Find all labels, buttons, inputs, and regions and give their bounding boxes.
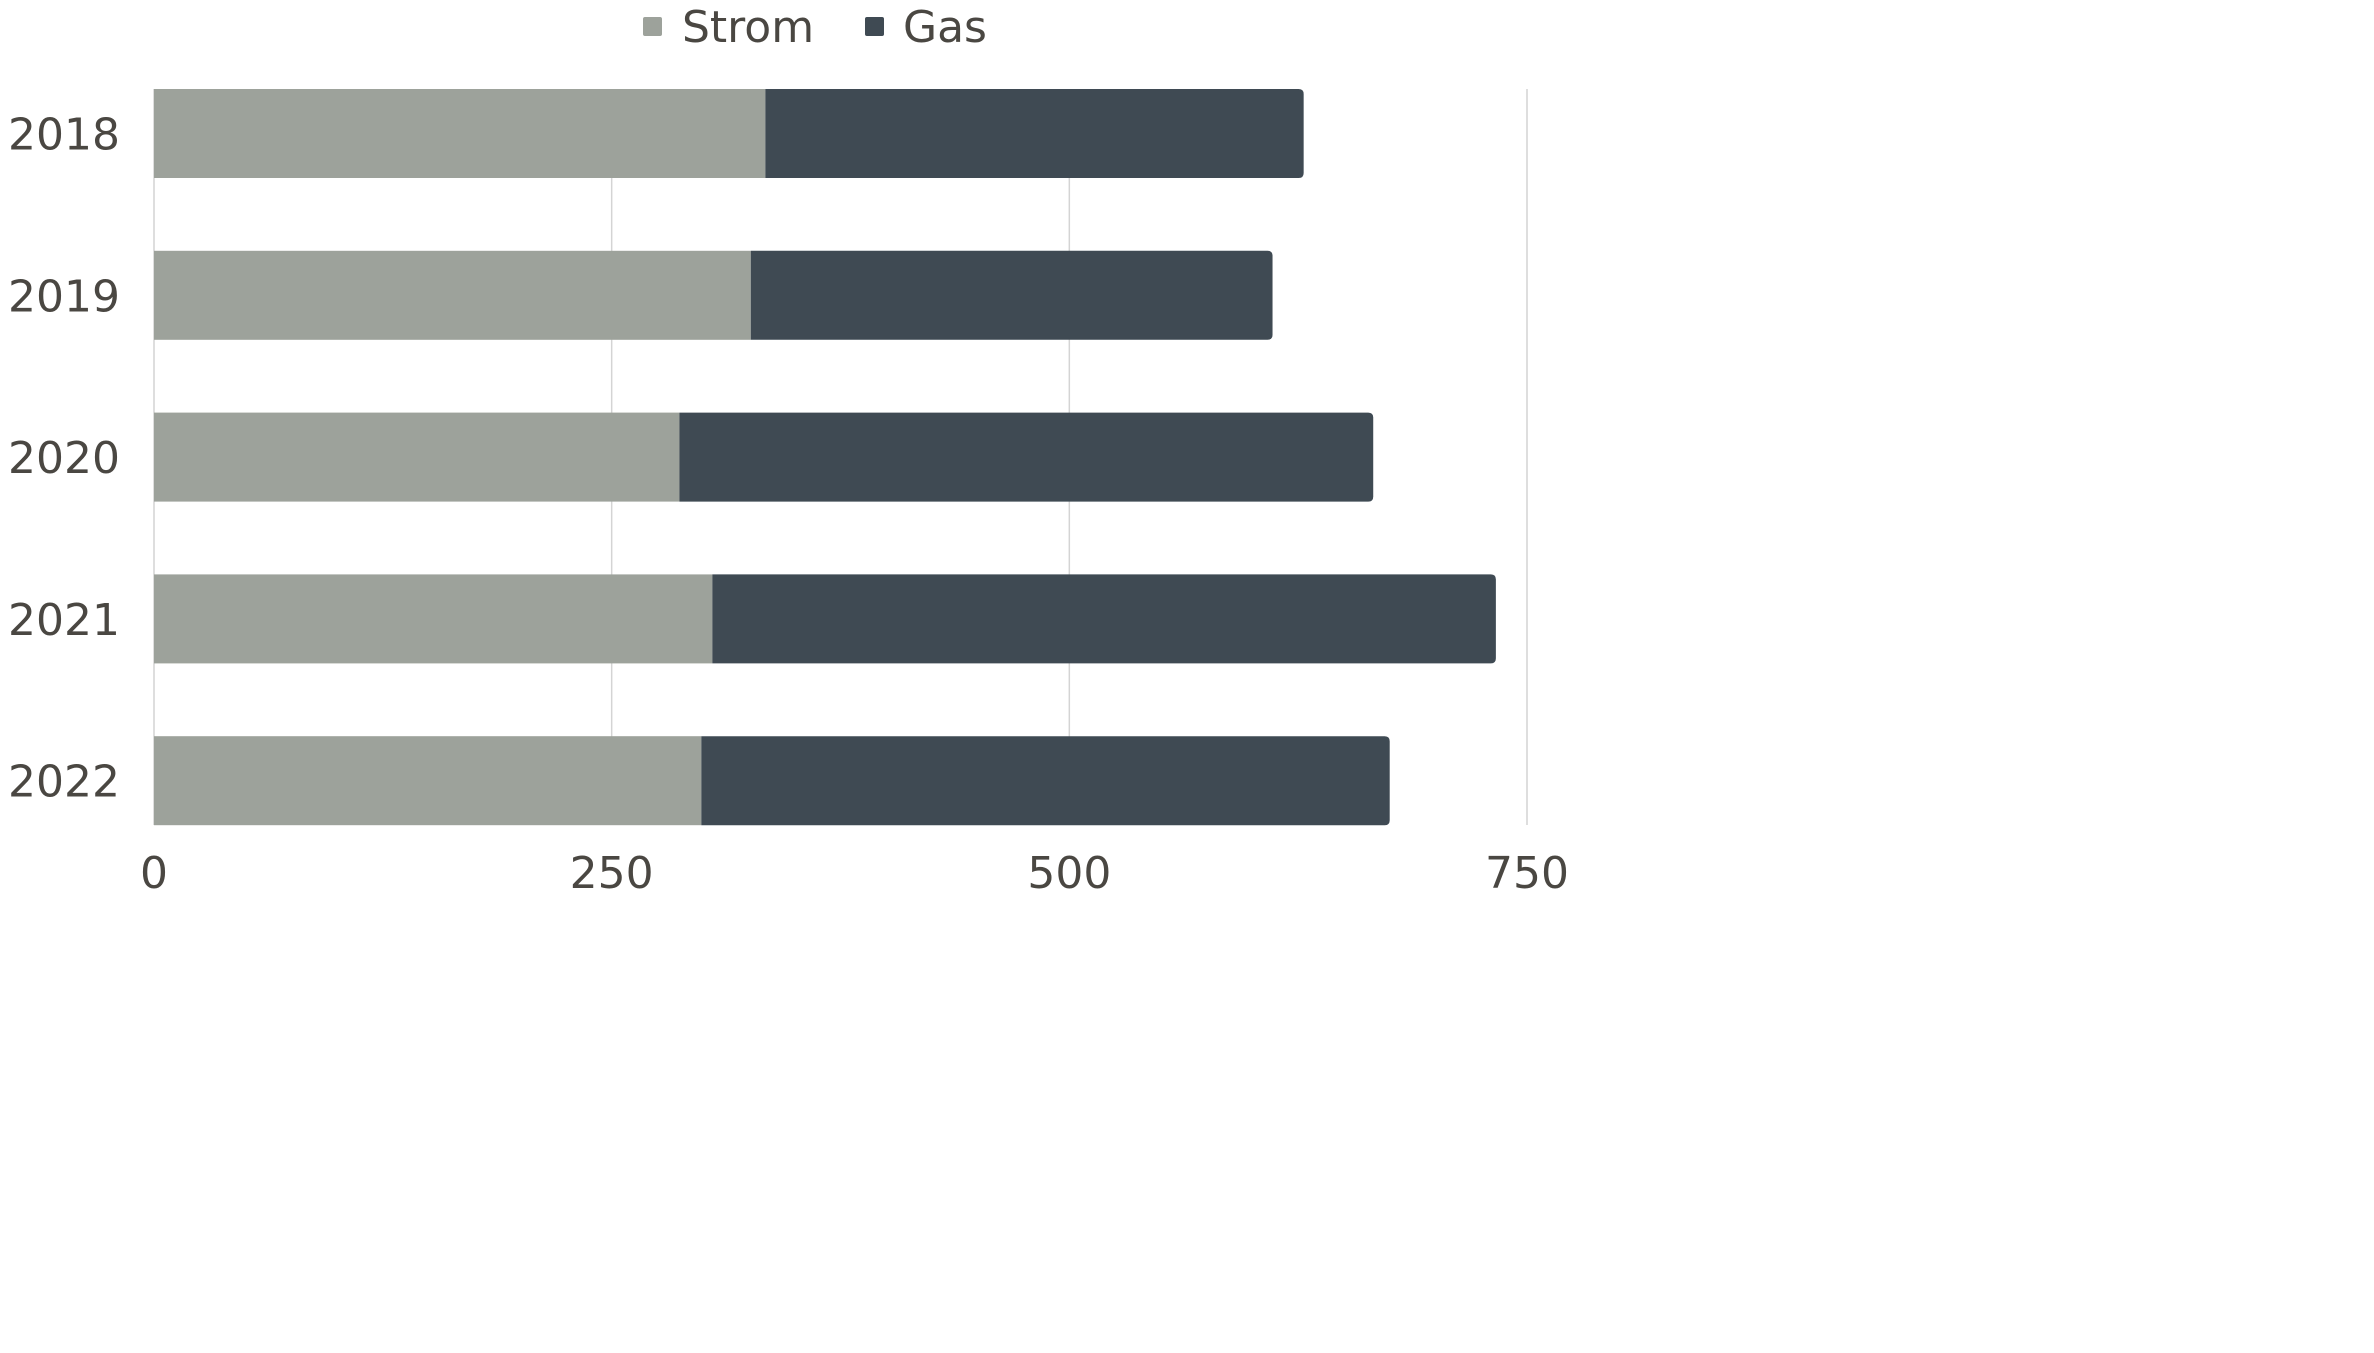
legend-item-gas: Gas <box>865 2 987 53</box>
bar-layer <box>154 89 1496 826</box>
bar-strom-2021 <box>154 574 713 664</box>
bar-strom-2019 <box>154 250 751 340</box>
bar-gas-2018 <box>765 89 1304 178</box>
legend-label: Gas <box>903 2 987 53</box>
legend-swatch <box>865 17 884 36</box>
stacked-bar-chart: 2018 2019 2020 2021 2022 0 250 500 750 Strom Gas <box>8 2 1568 894</box>
legend: Strom Gas <box>643 2 987 53</box>
x-tick-label: 250 <box>570 848 654 894</box>
category-labels: 2018 2019 2020 2021 2022 <box>8 110 120 808</box>
category-label: 2019 <box>8 271 120 322</box>
legend-swatch <box>643 17 662 36</box>
x-tick-label: 0 <box>140 848 168 894</box>
chart-container: 2018 2019 2020 2021 2022 0 250 500 750 Strom Gas <box>0 0 1568 894</box>
category-label: 2021 <box>8 595 120 646</box>
bar-strom-2018 <box>154 89 766 178</box>
category-label: 2022 <box>8 757 120 808</box>
bar-strom-2020 <box>154 412 680 502</box>
bar-gas-2021 <box>712 574 1496 664</box>
bar-gas-2020 <box>679 412 1374 502</box>
x-tick-label: 500 <box>1027 848 1111 894</box>
bar-gas-2022 <box>701 736 1390 826</box>
category-label: 2020 <box>8 433 120 484</box>
x-axis-ticks: 0 250 500 750 <box>140 848 1568 894</box>
legend-item-strom: Strom <box>643 2 814 53</box>
category-label: 2018 <box>8 110 120 161</box>
x-tick-label: 750 <box>1485 848 1568 894</box>
bar-gas-2019 <box>750 250 1273 340</box>
bar-strom-2022 <box>154 736 702 826</box>
legend-label: Strom <box>682 2 814 53</box>
